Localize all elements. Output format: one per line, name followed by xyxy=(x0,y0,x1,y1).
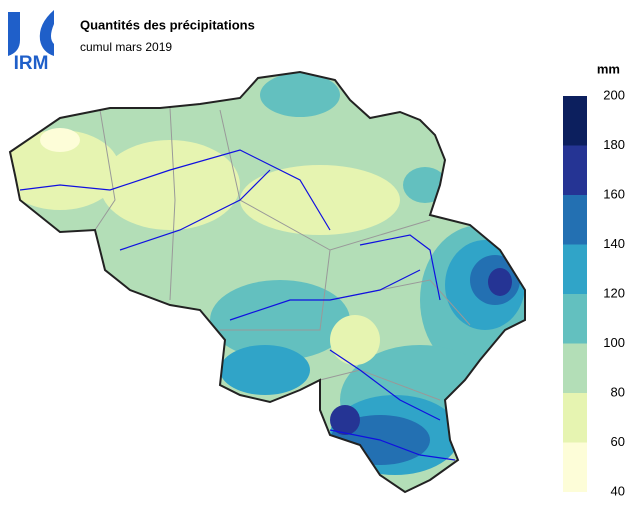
legend-tick-label: 160 xyxy=(603,186,625,201)
legend-swatch xyxy=(563,343,587,393)
legend-unit: mm xyxy=(597,61,620,76)
legend-tick-label: 60 xyxy=(611,434,625,449)
legend: 40 60 80 100 120 140 160 180 200 xyxy=(563,87,625,498)
province-borders xyxy=(94,107,471,401)
precipitation-map xyxy=(10,72,525,492)
logo: IRM xyxy=(8,10,54,74)
legend-tick-label: 140 xyxy=(603,236,625,251)
subtitle: cumul mars 2019 xyxy=(80,40,172,54)
legend-swatch xyxy=(563,244,587,294)
legend-tick-label: 100 xyxy=(603,335,625,350)
legend-swatch xyxy=(563,96,587,146)
legend-tick-label: 120 xyxy=(603,285,625,300)
legend-tick-label: 40 xyxy=(611,483,625,498)
legend-swatch xyxy=(563,393,587,443)
legend-tick-label: 200 xyxy=(603,87,625,102)
legend-tick-label: 80 xyxy=(611,384,625,399)
logo-text: IRM xyxy=(14,53,49,74)
legend-swatch xyxy=(563,145,587,195)
legend-swatch xyxy=(563,442,587,492)
title: Quantités des précipitations xyxy=(80,17,255,32)
legend-tick-label: 180 xyxy=(603,137,625,152)
legend-swatch xyxy=(563,195,587,245)
legend-swatch xyxy=(563,294,587,344)
rivers xyxy=(19,149,456,461)
